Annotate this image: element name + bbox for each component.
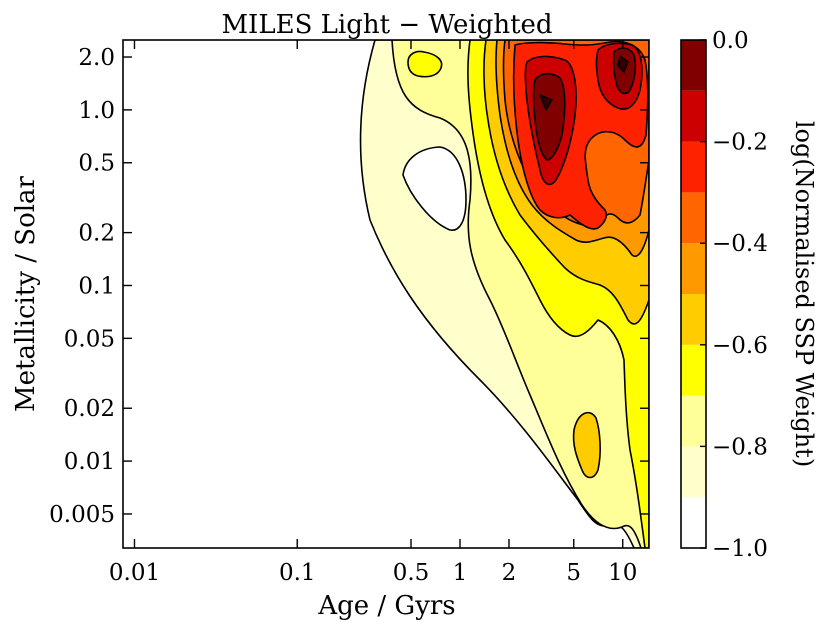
- x-tick-label: 0.01: [109, 560, 160, 586]
- y-tick-label: 0.01: [64, 449, 115, 475]
- colorbar-tick-label: −1.0: [712, 536, 768, 562]
- contour-island-young: [407, 50, 443, 78]
- colorbar-band: [681, 344, 706, 396]
- colorbar-tick-label: −0.2: [712, 130, 768, 156]
- colorbar-band: [681, 192, 706, 244]
- y-tick-label: 2.0: [78, 45, 115, 71]
- contour-hole: [402, 146, 467, 231]
- x-tick-label: 2: [502, 560, 517, 586]
- colorbar-tick-label: −0.8: [712, 434, 768, 460]
- x-tick-label: 1: [453, 560, 468, 586]
- y-tick-label: 0.5: [78, 151, 115, 177]
- colorbar-band: [681, 497, 706, 548]
- chart-title: MILES Light − Weighted: [221, 10, 552, 40]
- colorbar-tick-label: −0.6: [712, 333, 768, 359]
- plot-frame: [122, 39, 650, 549]
- colorbar-band: [681, 395, 706, 447]
- x-tick-label: 5: [566, 560, 581, 586]
- y-axis-label: Metallicity / Solar: [11, 175, 41, 411]
- x-axis-label: Age / Gyrs: [317, 591, 455, 621]
- contour-island-lowZ: [572, 411, 601, 479]
- colorbar-band: [681, 141, 706, 193]
- y-tick-label: 0.005: [49, 502, 115, 528]
- colorbar-tick-label: 0.0: [712, 28, 749, 54]
- colorbar-band: [681, 40, 706, 91]
- y-axis: 2.0 1.0 0.5 0.2 0.1 0.05 0.02 0.01 0.005: [49, 45, 649, 528]
- colorbar: [681, 40, 706, 548]
- y-tick-label: 0.05: [64, 326, 115, 352]
- contour-peak-left: [538, 93, 554, 112]
- contour-peak-right: [617, 54, 629, 74]
- colorbar-ticks: 0.0 −0.2 −0.4 −0.6 −0.8 −1.0: [700, 28, 768, 562]
- x-axis: 0.01 0.1 0.5 1 2 5 10: [109, 40, 637, 586]
- x-tick-label: 10: [608, 560, 637, 586]
- y-tick-label: 0.1: [78, 273, 115, 299]
- colorbar-band: [681, 294, 706, 345]
- y-tick-label: 1.0: [78, 98, 115, 124]
- colorbar-frame: [680, 39, 707, 549]
- y-tick-label: 0.02: [64, 396, 115, 422]
- y-tick-label: 0.2: [78, 221, 115, 247]
- x-tick-label: 0.5: [393, 560, 430, 586]
- x-tick-label: 0.1: [279, 560, 316, 586]
- contour-fill: [359, 40, 649, 548]
- colorbar-band: [681, 446, 706, 498]
- colorbar-label: log(Normalised SSP Weight): [790, 121, 818, 467]
- colorbar-band: [681, 243, 706, 294]
- colorbar-tick-label: −0.4: [712, 231, 768, 257]
- colorbar-band: [681, 90, 706, 142]
